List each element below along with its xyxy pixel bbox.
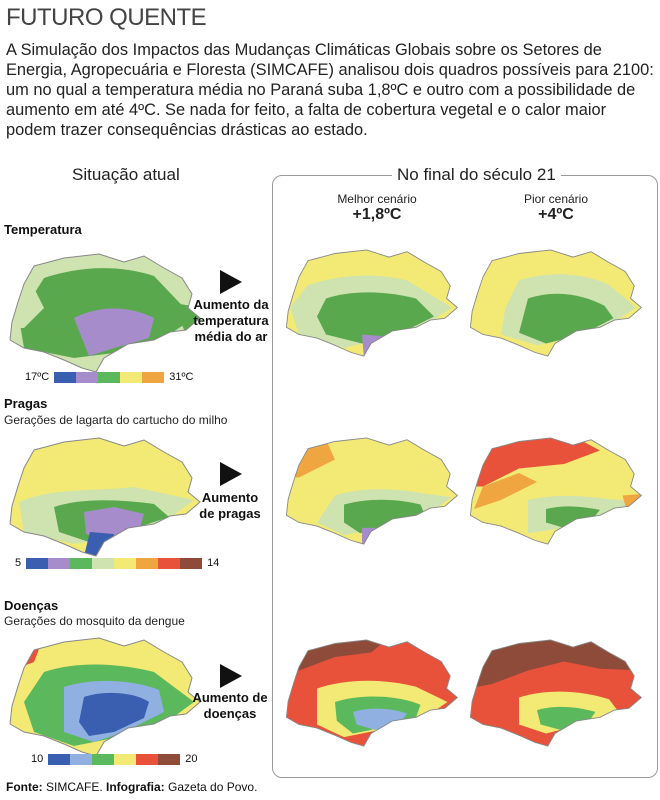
diseases-legend-swatch [70,753,93,765]
pests-legend-swatch [48,557,71,569]
pests-arrow-label: Aumento de pragas [190,490,270,522]
diseases-arrow-label: Aumento de doenças [188,690,272,722]
temperature-best-map [281,242,461,364]
diseases-legend-swatch [158,753,181,765]
best-scenario: Melhor cenário +1,8ºC [322,192,432,224]
temperature-worst-map [465,242,645,364]
pests-legend: 5 14 [10,557,224,569]
source-label: Fonte: [6,780,43,794]
diseases-legend-swatch [136,753,159,765]
best-scenario-temp: +1,8ºC [352,206,402,223]
diseases-legend-swatch [92,753,115,765]
temperature-legend-swatch [98,371,121,383]
diseases-worst-map [465,632,645,754]
temperature-section-title: Temperatura [4,222,82,237]
pests-legend-swatch [180,557,203,569]
pests-section-subtitle: Gerações de lagarta do cartucho do milho [4,413,228,427]
pests-legend-max: 14 [207,557,220,569]
diseases-legend: 10 20 [26,753,203,765]
temperature-legend-swatch [54,371,77,383]
diseases-legend-swatch [114,753,137,765]
pests-legend-swatch [114,557,137,569]
pests-legend-swatch [158,557,181,569]
pests-best-map [281,430,461,552]
worst-scenario-label: Pior cenário [523,192,589,206]
kicker-title: FUTURO QUENTE [6,4,207,31]
temperature-legend-min: 17ºC [25,371,50,383]
temperature-arrow-icon [220,270,242,294]
diseases-arrow-icon [220,664,242,688]
diseases-arrow-line1: Aumento de [192,690,268,705]
temperature-legend: 17ºC 31ºC [20,371,198,383]
pests-section-title: Pragas [4,396,48,411]
pests-arrow-line2: de pragas [199,506,261,521]
pests-legend-swatch [92,557,115,569]
temperature-arrow-line3: média do ar [194,329,268,344]
pests-arrow-line1: Aumento [201,490,259,505]
source-value: SIMCAFE. [46,780,103,794]
best-scenario-label: Melhor cenário [337,192,417,206]
worst-scenario-temp: +4ºC [538,206,574,223]
pests-legend-swatch [26,557,49,569]
temperature-legend-max: 31ºC [169,371,194,383]
pests-legend-min: 5 [15,557,22,569]
footer-credits: Fonte: SIMCAFE. Infografia: Gazeta do Po… [6,780,257,794]
credit-label: Infografia: [106,780,165,794]
temperature-legend-swatch [120,371,143,383]
diseases-section-subtitle: Gerações do mosquito da dengue [4,614,185,628]
diseases-section-title: Doenças [4,598,59,613]
temperature-arrow-line1: Aumento da [193,297,269,312]
pests-current-map [4,432,204,562]
diseases-current-map [4,632,204,762]
pests-worst-map [465,430,645,552]
credit-value: Gazeta do Povo. [168,780,258,794]
diseases-legend-min: 10 [31,753,44,765]
temperature-current-map [4,248,204,378]
diseases-legend-max: 20 [185,753,198,765]
diseases-legend-swatch [48,753,71,765]
temperature-legend-swatch [142,371,165,383]
pests-arrow-icon [220,462,242,486]
temperature-arrow-label: Aumento da temperatura média do ar [186,297,276,345]
temperature-arrow-line2: temperatura [193,313,269,328]
current-column-title: Situação atual [72,165,180,184]
pests-legend-swatch [70,557,93,569]
worst-scenario: Pior cenário +4ºC [501,192,611,224]
diseases-best-map [281,632,461,754]
intro-text: A Simulação dos Impactos das Mudanças Cl… [6,41,654,139]
future-column-title: No final do século 21 [392,165,561,185]
temperature-legend-swatch [76,371,99,383]
diseases-arrow-line2: doenças [203,706,257,721]
pests-legend-swatch [136,557,159,569]
